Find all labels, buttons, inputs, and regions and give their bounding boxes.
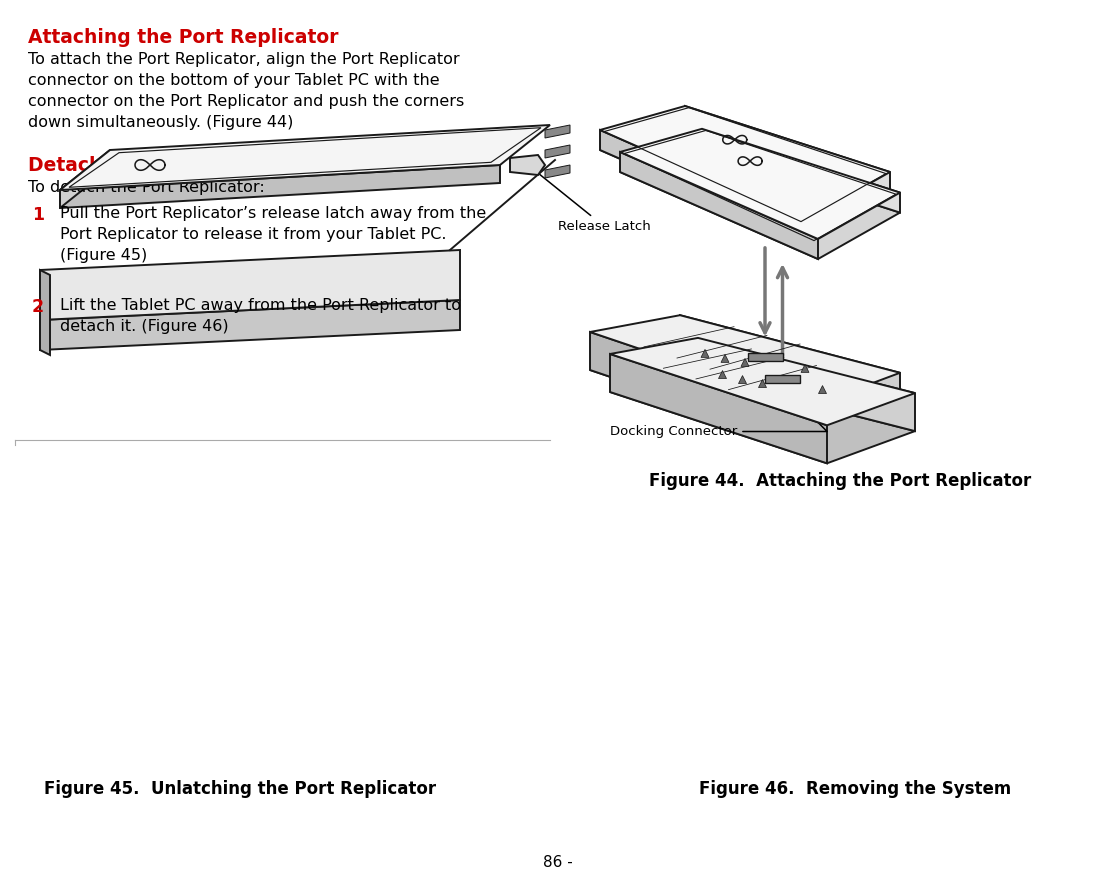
Polygon shape xyxy=(40,270,50,355)
Polygon shape xyxy=(702,129,899,213)
Polygon shape xyxy=(685,106,889,192)
Polygon shape xyxy=(600,106,889,220)
Polygon shape xyxy=(60,150,110,208)
Text: 1: 1 xyxy=(32,206,45,224)
Text: 86 -: 86 - xyxy=(543,855,573,870)
Polygon shape xyxy=(698,338,915,431)
Text: 2: 2 xyxy=(32,298,45,316)
Text: Pull the Port Replicator’s release latch away from the
Port Replicator to releas: Pull the Port Replicator’s release latch… xyxy=(60,206,487,263)
Text: Release Latch: Release Latch xyxy=(530,166,651,233)
Polygon shape xyxy=(40,250,460,320)
Polygon shape xyxy=(701,350,709,358)
Polygon shape xyxy=(719,370,727,378)
Polygon shape xyxy=(60,165,500,208)
Polygon shape xyxy=(60,125,550,190)
Polygon shape xyxy=(545,145,570,158)
Text: To detach the Port Replicator:: To detach the Port Replicator: xyxy=(28,180,264,195)
Polygon shape xyxy=(510,155,545,175)
Polygon shape xyxy=(610,338,915,425)
Polygon shape xyxy=(620,129,899,239)
Text: Figure 46.  Removing the System: Figure 46. Removing the System xyxy=(699,780,1011,798)
Polygon shape xyxy=(610,354,827,464)
Polygon shape xyxy=(680,315,899,411)
Text: Detaching Port Replicator: Detaching Port Replicator xyxy=(28,156,302,175)
Polygon shape xyxy=(764,375,800,383)
Polygon shape xyxy=(801,364,809,372)
Polygon shape xyxy=(545,165,570,178)
Text: Figure 44.  Attaching the Port Replicator: Figure 44. Attaching the Port Replicator xyxy=(648,472,1031,490)
Text: Docking Connector: Docking Connector xyxy=(610,361,827,438)
Polygon shape xyxy=(721,354,729,362)
Polygon shape xyxy=(590,332,810,444)
Polygon shape xyxy=(748,353,782,361)
Polygon shape xyxy=(739,376,747,384)
Polygon shape xyxy=(620,149,899,259)
Polygon shape xyxy=(741,359,749,367)
Text: Figure 45.  Unlatching the Port Replicator: Figure 45. Unlatching the Port Replicato… xyxy=(44,780,436,798)
Polygon shape xyxy=(759,379,767,387)
Polygon shape xyxy=(818,385,827,393)
Polygon shape xyxy=(40,300,460,350)
Text: Lift the Tablet PC away from the Port Replicator to
detach it. (Figure 46): Lift the Tablet PC away from the Port Re… xyxy=(60,298,461,334)
Text: Attaching the Port Replicator: Attaching the Port Replicator xyxy=(28,28,338,47)
Polygon shape xyxy=(600,130,805,240)
Polygon shape xyxy=(590,353,899,444)
Text: To attach the Port Replicator, align the Port Replicator
connector on the bottom: To attach the Port Replicator, align the… xyxy=(28,52,464,130)
Polygon shape xyxy=(590,315,899,407)
Polygon shape xyxy=(600,126,889,240)
Polygon shape xyxy=(620,152,818,259)
Polygon shape xyxy=(545,125,570,138)
Polygon shape xyxy=(610,376,915,464)
